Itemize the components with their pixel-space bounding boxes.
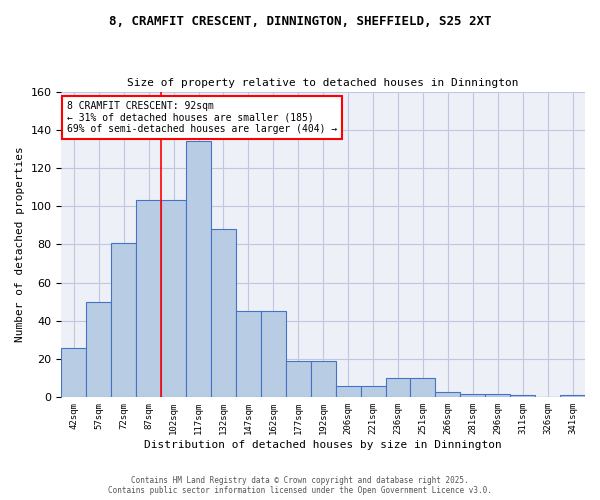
Bar xyxy=(460,394,485,398)
Text: 8 CRAMFIT CRESCENT: 92sqm
← 31% of detached houses are smaller (185)
69% of semi: 8 CRAMFIT CRESCENT: 92sqm ← 31% of detac… xyxy=(67,100,337,134)
Bar xyxy=(485,394,510,398)
Bar xyxy=(510,396,535,398)
Bar xyxy=(111,242,136,398)
Bar xyxy=(236,312,261,398)
Bar xyxy=(86,302,111,398)
Bar xyxy=(261,312,286,398)
Bar xyxy=(335,386,361,398)
Title: Size of property relative to detached houses in Dinnington: Size of property relative to detached ho… xyxy=(127,78,519,88)
Text: Contains HM Land Registry data © Crown copyright and database right 2025.
Contai: Contains HM Land Registry data © Crown c… xyxy=(108,476,492,495)
Y-axis label: Number of detached properties: Number of detached properties xyxy=(15,146,25,342)
Text: 8, CRAMFIT CRESCENT, DINNINGTON, SHEFFIELD, S25 2XT: 8, CRAMFIT CRESCENT, DINNINGTON, SHEFFIE… xyxy=(109,15,491,28)
Bar xyxy=(361,386,386,398)
Bar xyxy=(186,141,211,398)
Bar xyxy=(410,378,436,398)
Bar xyxy=(560,396,585,398)
Bar xyxy=(61,348,86,398)
Bar xyxy=(136,200,161,398)
Bar xyxy=(211,229,236,398)
Bar xyxy=(386,378,410,398)
X-axis label: Distribution of detached houses by size in Dinnington: Distribution of detached houses by size … xyxy=(145,440,502,450)
Bar xyxy=(161,200,186,398)
Bar xyxy=(436,392,460,398)
Bar xyxy=(311,361,335,398)
Bar xyxy=(286,361,311,398)
